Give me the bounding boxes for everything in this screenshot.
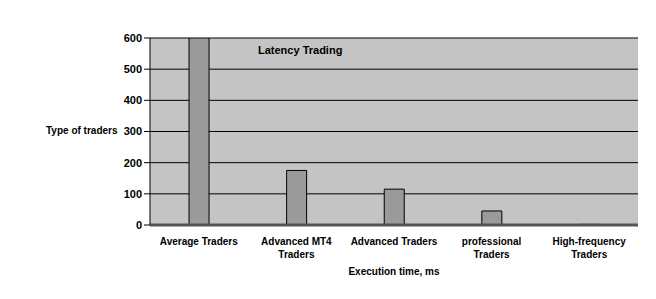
html-text:Latency Trading: Latency Trading <box>258 44 343 56</box>
svg-text:200: 200 <box>124 157 142 169</box>
svg-text:Advanced MT4Traders: Advanced MT4Traders <box>261 236 332 260</box>
svg-text:0: 0 <box>136 219 142 231</box>
html-text:Execution time, ms: Execution time, ms <box>348 266 440 277</box>
svg-text:professionalTraders: professionalTraders <box>462 236 522 260</box>
svg-text:Advanced Traders: Advanced Traders <box>351 236 438 247</box>
svg-text:400: 400 <box>124 94 142 106</box>
svg-text:100: 100 <box>124 188 142 200</box>
svg-text:300: 300 <box>124 125 142 137</box>
svg-text:600: 600 <box>124 32 142 44</box>
svg-text:500: 500 <box>124 63 142 75</box>
svg-text:Average Traders: Average Traders <box>160 236 238 247</box>
svg-text:High-frequencyTraders: High-frequencyTraders <box>553 236 627 260</box>
html-text:Type of traders: Type of traders <box>46 125 118 136</box>
